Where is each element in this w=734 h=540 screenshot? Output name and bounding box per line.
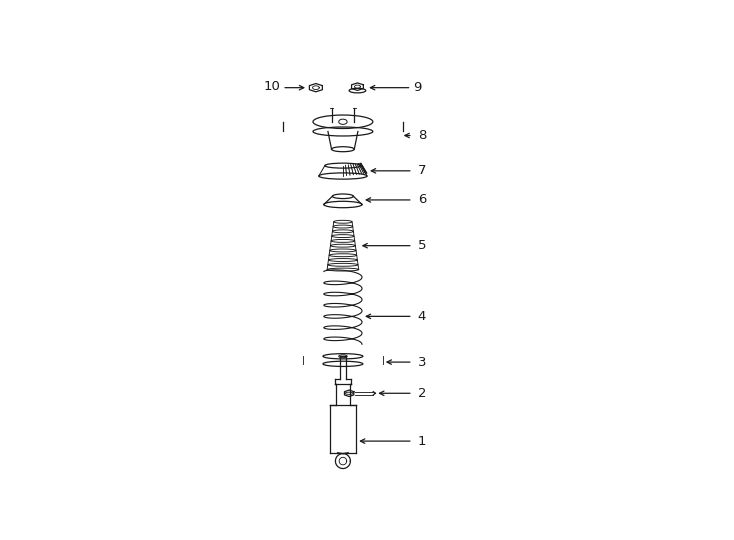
Text: 9: 9 — [413, 81, 422, 94]
Text: 7: 7 — [418, 164, 426, 177]
Text: 2: 2 — [418, 387, 426, 400]
Text: 4: 4 — [418, 310, 426, 323]
Text: 10: 10 — [264, 80, 280, 93]
Text: 5: 5 — [418, 239, 426, 252]
Text: 1: 1 — [418, 435, 426, 448]
Text: 3: 3 — [418, 356, 426, 369]
Text: 8: 8 — [418, 129, 426, 142]
Text: 6: 6 — [418, 193, 426, 206]
